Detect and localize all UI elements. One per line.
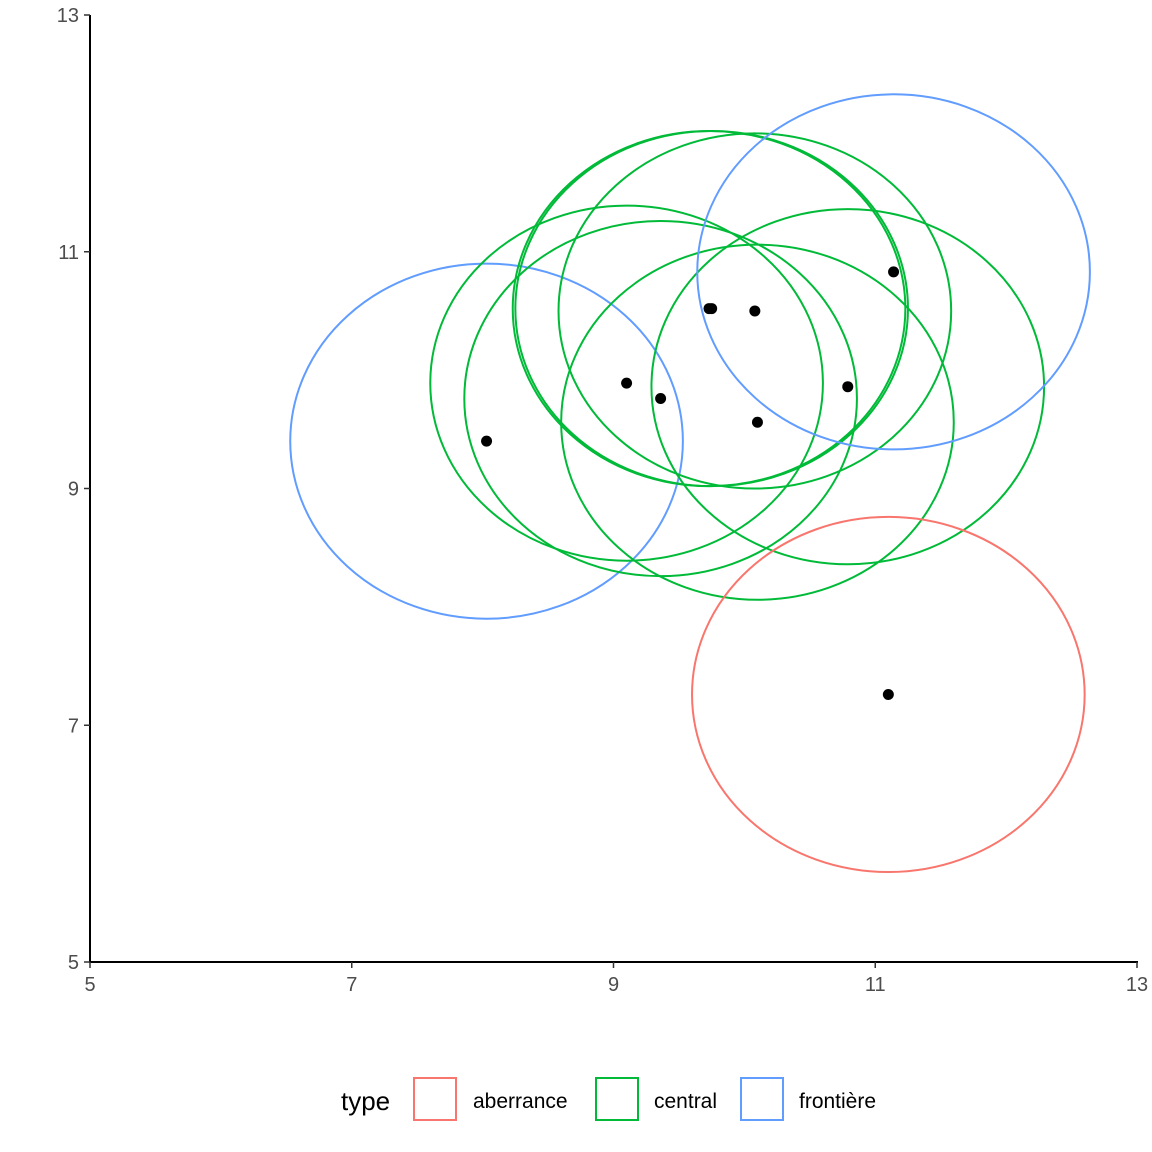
legend-label-aberrance: aberrance [473, 1090, 568, 1113]
circle-6 [560, 243, 955, 601]
y-tick-label-0: 5 [68, 952, 79, 974]
circle-5 [557, 132, 953, 490]
point-1 [621, 377, 633, 389]
y-tick-label-3: 11 [58, 242, 79, 264]
point-0 [481, 435, 493, 447]
circle-0 [289, 262, 684, 620]
x-tick-label-3: 11 [865, 974, 886, 996]
circle-8 [696, 93, 1091, 451]
point-9 [882, 688, 894, 700]
point-7 [842, 381, 854, 393]
y-tick-label-1: 7 [68, 715, 79, 737]
point-6 [751, 416, 763, 428]
x-tick-label-2: 9 [608, 974, 619, 996]
ticks-layer: 5 7 9 11 13 5 7 9 11 13 [57, 5, 1148, 996]
x-tick-label-0: 5 [84, 974, 95, 996]
points-layer [481, 266, 900, 700]
y-tick-label-4: 13 [57, 5, 79, 27]
legend: type aberrance central frontière [341, 1077, 876, 1121]
y-tick-label-2: 9 [68, 479, 79, 501]
legend-key-central [595, 1077, 639, 1121]
circle-9 [691, 515, 1086, 874]
point-2 [655, 393, 667, 405]
point-5 [749, 305, 761, 317]
axes-layer [89, 15, 1138, 963]
circles-layer [289, 93, 1091, 874]
legend-label-central: central [654, 1090, 717, 1113]
point-4 [706, 303, 718, 315]
x-tick-label-4: 13 [1126, 974, 1148, 996]
legend-key-aberrance [413, 1077, 457, 1121]
legend-key-frontiere [740, 1077, 784, 1121]
point-8 [888, 266, 900, 278]
legend-label-frontiere: frontière [799, 1090, 876, 1113]
x-tick-label-1: 7 [346, 974, 357, 996]
circle-1 [429, 204, 824, 562]
legend-title: type [341, 1086, 390, 1116]
